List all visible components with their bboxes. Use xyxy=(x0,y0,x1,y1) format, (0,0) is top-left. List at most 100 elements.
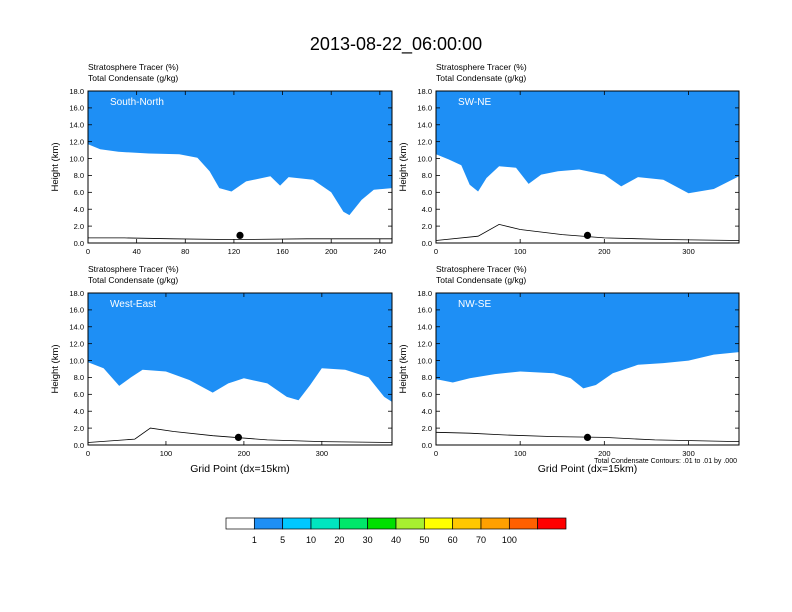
x-tick-label: 300 xyxy=(682,449,695,458)
x-tick-label: 0 xyxy=(86,247,90,256)
terrain-line xyxy=(88,237,392,241)
terrain-line xyxy=(88,427,392,443)
tracer-band-10 xyxy=(436,91,739,194)
panel-name: NW-SE xyxy=(458,299,491,310)
y-tick-label: 16.0 xyxy=(417,104,432,113)
colorbar-swatch xyxy=(225,517,255,530)
y-tick-label: 4.0 xyxy=(422,407,432,416)
y-tick-label: 4.0 xyxy=(74,205,84,214)
y-axis-title: Height (km) xyxy=(50,344,61,393)
colorbar-label: 60 xyxy=(448,535,458,545)
y-tick-label: 14.0 xyxy=(69,121,84,130)
y-tick-label: 18.0 xyxy=(417,87,432,96)
colorbar: 1 5 10 20 30 40 50 60 70 100 xyxy=(225,517,567,545)
plot-frame xyxy=(435,292,740,446)
contour-footnote: Total Condensate Contours: .01 to .01 by… xyxy=(594,458,737,465)
terrain-line xyxy=(436,431,739,442)
x-tick-label: 0 xyxy=(434,247,438,256)
y-tick-label: 8.0 xyxy=(422,171,432,180)
plot-frame xyxy=(87,90,393,244)
y-tick-label: 10.0 xyxy=(417,154,432,163)
y-tick-label: 10.0 xyxy=(69,154,84,163)
y-tick-label: 8.0 xyxy=(422,373,432,382)
x-tick-label: 200 xyxy=(598,247,611,256)
y-tick-label: 10.0 xyxy=(69,356,84,365)
y-tick-label: 6.0 xyxy=(74,188,84,197)
x-tick-label: 0 xyxy=(434,449,438,458)
y-tick-label: 18.0 xyxy=(417,289,432,298)
y-tick-label: 4.0 xyxy=(74,407,84,416)
colorbar-swatch xyxy=(508,517,539,530)
y-tick-label: 14.0 xyxy=(417,323,432,332)
x-tick-label: 300 xyxy=(316,449,329,458)
y-tick-label: 0.0 xyxy=(422,441,432,450)
y-tick-label: 18.0 xyxy=(69,289,84,298)
x-tick-label: 200 xyxy=(325,247,338,256)
y-axis-title: Height (km) xyxy=(398,142,409,191)
location-marker xyxy=(583,433,592,441)
y-tick-label: 6.0 xyxy=(74,390,84,399)
condensate-label: Total Condensate (g/kg) xyxy=(88,73,178,83)
y-tick-label: 14.0 xyxy=(69,323,84,332)
tracer-shading xyxy=(88,293,392,402)
colorbar-label: 70 xyxy=(476,535,486,545)
location-marker xyxy=(236,231,244,239)
colorbar-swatch xyxy=(423,517,454,530)
location-marker xyxy=(583,231,592,239)
plot-frame xyxy=(87,292,393,446)
colorbar-swatch xyxy=(452,517,482,530)
x-tick-label: 40 xyxy=(132,247,140,256)
y-tick-label: 8.0 xyxy=(74,373,84,382)
colorbar-label: 100 xyxy=(502,535,517,545)
tracer-band-10 xyxy=(88,91,392,216)
x-tick-label: 200 xyxy=(238,449,251,458)
colorbar-swatch xyxy=(537,517,567,530)
tracer-label: Stratosphere Tracer (%) xyxy=(436,264,527,274)
y-tick-label: 2.0 xyxy=(74,222,84,231)
tracer-band-10 xyxy=(436,293,739,389)
colorbar-label: 5 xyxy=(280,535,285,545)
colorbar-swatch xyxy=(310,517,340,530)
terrain-line xyxy=(436,223,739,241)
panel-name: SW-NE xyxy=(458,97,491,108)
plot-frame xyxy=(435,90,740,244)
colorbar-swatch xyxy=(367,517,397,530)
y-tick-label: 16.0 xyxy=(69,104,84,113)
figure-title: 2013-08-22_06:00:00 xyxy=(310,34,482,55)
y-tick-label: 6.0 xyxy=(422,390,432,399)
y-tick-label: 2.0 xyxy=(422,424,432,433)
y-tick-label: 16.0 xyxy=(417,306,432,315)
y-tick-label: 12.0 xyxy=(417,339,432,348)
x-tick-label: 120 xyxy=(228,247,241,256)
x-tick-label: 240 xyxy=(374,247,387,256)
x-tick-label: 200 xyxy=(598,449,611,458)
location-marker xyxy=(234,433,243,441)
panel-west-east: 0.0 2.0 4.0 6.0 8.0 10.0 12.0 14.0 16.0 18.0 0 100 2… xyxy=(50,264,393,475)
tracer-label: Stratosphere Tracer (%) xyxy=(88,62,179,72)
panel-south-north: 0.0 2.0 4.0 6.0 8.0 10.0 12.0 14.0 16.0 18.0 0 40 80… xyxy=(50,62,393,256)
x-tick-label: 160 xyxy=(276,247,289,256)
y-axis-title: Height (km) xyxy=(398,344,409,393)
tracer-shading xyxy=(436,293,739,389)
y-tick-label: 0.0 xyxy=(74,239,84,248)
y-tick-label: 16.0 xyxy=(69,306,84,315)
panel-name: South-North xyxy=(110,97,164,108)
x-tick-label: 100 xyxy=(160,449,173,458)
x-tick-label: 300 xyxy=(682,247,695,256)
y-tick-label: 14.0 xyxy=(417,121,432,130)
y-tick-label: 8.0 xyxy=(74,171,84,180)
colorbar-label: 50 xyxy=(419,535,429,545)
y-tick-label: 10.0 xyxy=(417,356,432,365)
panel-name: West-East xyxy=(110,299,156,310)
y-tick-label: 2.0 xyxy=(422,222,432,231)
colorbar-label: 1 xyxy=(252,535,257,545)
panel-sw-ne: 0.0 2.0 4.0 6.0 8.0 10.0 12.0 14.0 16.0 18.0 0 100 2… xyxy=(398,62,740,256)
colorbar-swatch xyxy=(480,517,510,530)
colorbar-swatch xyxy=(338,517,369,530)
tracer-band-10 xyxy=(88,293,392,402)
colorbar-swatch xyxy=(282,517,312,530)
condensate-label: Total Condensate (g/kg) xyxy=(436,275,526,285)
x-tick-label: 100 xyxy=(514,247,527,256)
panel-nw-se: 0.0 2.0 4.0 6.0 8.0 10.0 12.0 14.0 16.0 18.0 0 100 2… xyxy=(398,264,740,475)
y-tick-label: 0.0 xyxy=(74,441,84,450)
